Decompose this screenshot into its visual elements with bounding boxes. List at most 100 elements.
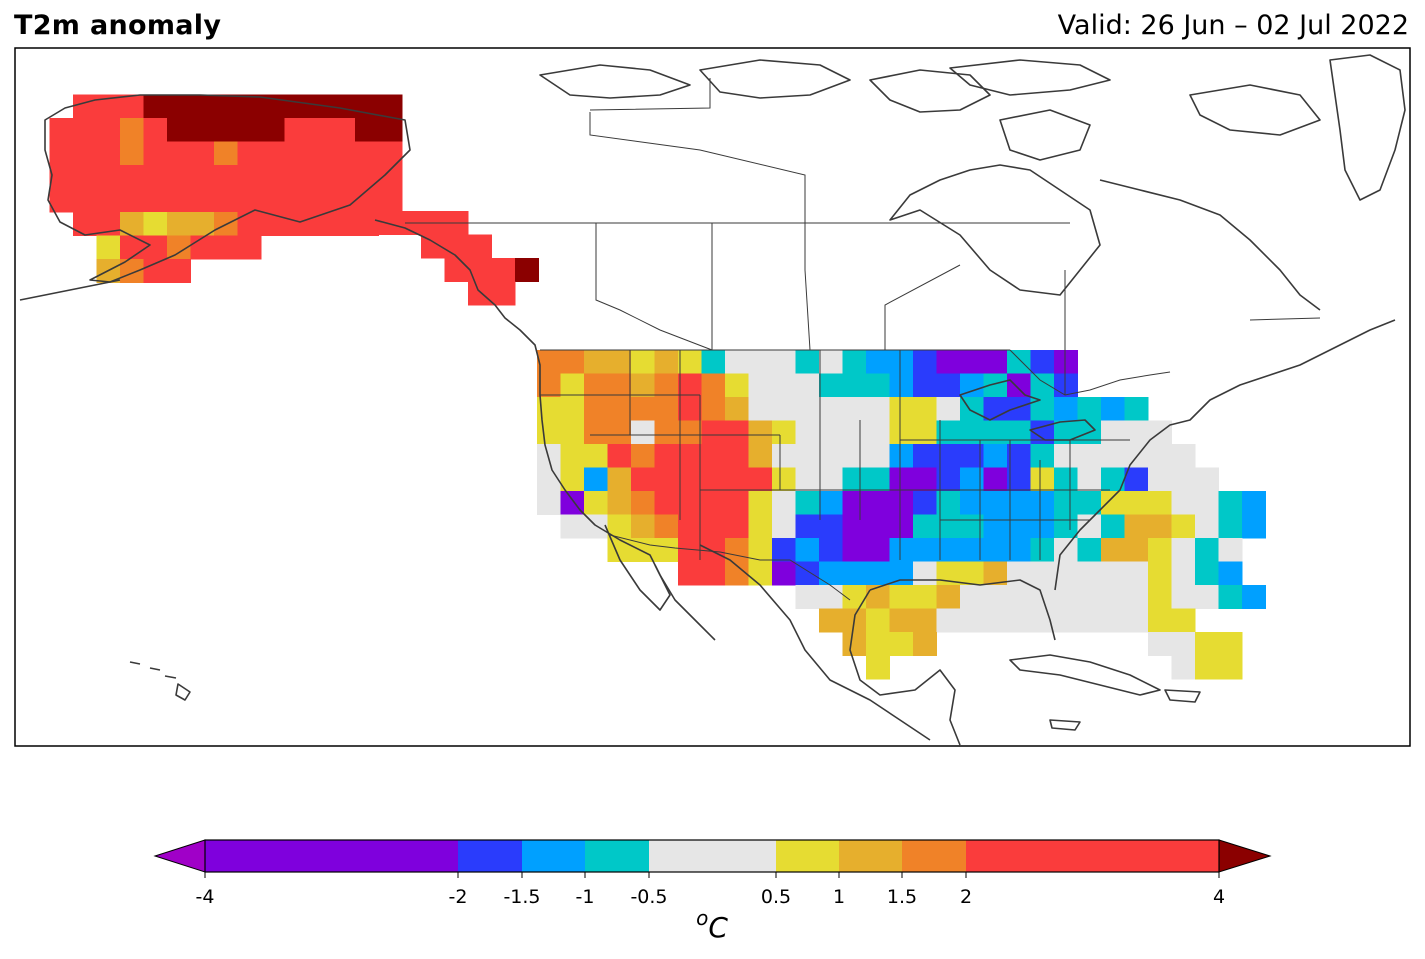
- conus-cell: [1054, 444, 1078, 468]
- conus-cell: [1171, 491, 1196, 515]
- alaska-cell: [308, 165, 332, 189]
- conus-cell: [725, 514, 749, 539]
- alaska-cell: [143, 212, 168, 236]
- conus-cell: [819, 467, 843, 492]
- conus-cell: [960, 561, 984, 586]
- alaska-cell: [261, 212, 285, 236]
- alaska-cell: [96, 188, 121, 213]
- conus-cell: [654, 538, 679, 562]
- colorbar-tick-label: 1: [833, 886, 845, 908]
- conus-cell: [913, 467, 937, 492]
- southeast-alaska-cell: [491, 258, 516, 282]
- conus-cell: [631, 397, 655, 421]
- conus-cell: [1148, 467, 1172, 492]
- conus-cell: [654, 467, 679, 492]
- conus-cell: [819, 373, 843, 398]
- alaska-cell: [284, 165, 309, 189]
- conus-cell: [701, 514, 726, 539]
- conus-cell: [725, 420, 749, 445]
- southeast-alaska-cell: [444, 258, 469, 282]
- conus-cell: [795, 420, 820, 445]
- conus-cell: [678, 514, 702, 539]
- conus-cell: [748, 397, 773, 421]
- conus-cell: [1218, 491, 1243, 515]
- alaska-cell: [167, 188, 191, 213]
- conus-cell: [913, 491, 937, 515]
- conus-cell: [772, 420, 796, 445]
- alaska-cell: [120, 118, 144, 142]
- conus-cell: [795, 514, 820, 539]
- conus-cell: [795, 373, 820, 398]
- conus-cell: [1148, 585, 1172, 609]
- conus-cell: [983, 350, 1008, 374]
- alaska-cell: [73, 118, 97, 142]
- southeast-alaska-cell: [444, 234, 469, 259]
- conus-cell: [1101, 444, 1125, 468]
- conus-cell: [1054, 397, 1078, 421]
- conus-cell: [842, 397, 867, 421]
- conus-cell: [772, 350, 796, 374]
- conus-cell: [983, 467, 1008, 492]
- alaska-cell: [143, 141, 168, 166]
- conus-cell: [560, 373, 585, 398]
- conus-cell: [1171, 467, 1196, 492]
- conus-cell: [866, 608, 890, 633]
- conus-cell: [1007, 350, 1031, 374]
- conus-cell: [748, 491, 773, 515]
- alaska-cell: [167, 94, 191, 119]
- conus-cell: [748, 373, 773, 398]
- conus-cell: [913, 420, 937, 445]
- conus-cell: [889, 514, 914, 539]
- conus-cell: [607, 420, 632, 445]
- conus-cell: [866, 585, 890, 609]
- conus-cell: [983, 420, 1008, 445]
- conus-cell: [1218, 655, 1243, 680]
- conus-cell: [1007, 420, 1031, 445]
- conus-cell: [913, 608, 937, 633]
- conus-cell: [701, 373, 726, 398]
- conus-cell: [584, 373, 608, 398]
- coastlines: [19, 54, 1406, 746]
- conus-cell: [1171, 655, 1196, 680]
- conus-cell: [607, 350, 632, 374]
- conus-cell: [772, 491, 796, 515]
- conus-cell: [560, 420, 585, 445]
- conus-cell: [1077, 444, 1102, 468]
- conus-cell: [1077, 538, 1102, 562]
- alaska-cell: [284, 94, 309, 119]
- conus-cell: [537, 467, 561, 492]
- unit-superscript: o: [696, 906, 708, 930]
- conus-cell: [913, 444, 937, 468]
- conus-cell: [866, 561, 890, 586]
- conus-cell: [1054, 608, 1078, 633]
- alaska-cell: [214, 141, 238, 166]
- alaska-cell: [167, 259, 191, 283]
- colorbar-tick-label: -2: [449, 886, 468, 908]
- alaska-cell: [237, 235, 262, 260]
- conus-cell: [1101, 397, 1125, 421]
- conus-cell: [1101, 561, 1125, 586]
- anomaly-map: [14, 47, 1411, 747]
- alaska-cell: [355, 118, 379, 142]
- conus-cell: [819, 397, 843, 421]
- alaska-cell: [49, 165, 74, 189]
- conus-cell: [725, 467, 749, 492]
- conus-cell: [1148, 608, 1172, 633]
- conus-cell: [819, 585, 843, 609]
- alaska-cell: [308, 118, 332, 142]
- alaska-cell: [96, 235, 121, 260]
- conus-cell: [795, 350, 820, 374]
- conus-cell: [560, 514, 585, 539]
- conus-cell: [654, 420, 679, 445]
- conus-cell: [1007, 491, 1031, 515]
- alaska-cell: [355, 188, 379, 213]
- conus-cell: [678, 373, 702, 398]
- conus-cell: [866, 350, 890, 374]
- colorbar-tick-label: -1: [576, 886, 595, 908]
- conus-cell: [678, 444, 702, 468]
- alaska-cell: [237, 188, 262, 213]
- conus-cell: [678, 491, 702, 515]
- alaska-cell: [143, 165, 168, 189]
- alaska-cell: [120, 165, 144, 189]
- conus-cell: [889, 585, 914, 609]
